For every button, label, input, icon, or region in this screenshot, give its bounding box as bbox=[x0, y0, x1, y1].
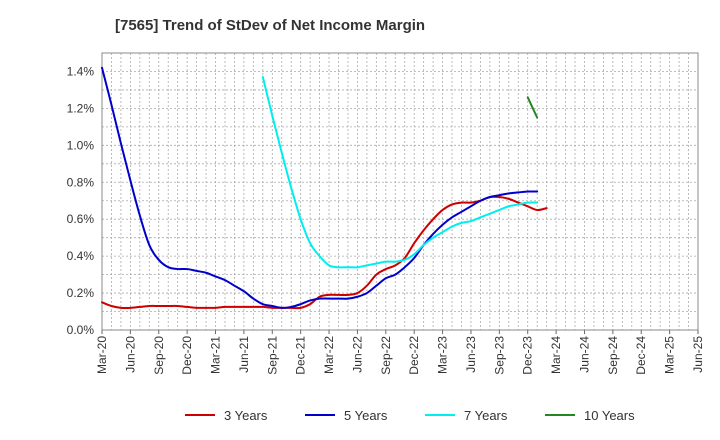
x-tick-label: Mar-20 bbox=[95, 336, 109, 374]
x-axis-ticks: Mar-20 Jun-20 Sep-20 Dec-20 Mar-21 Jun-21 Sep-… bbox=[95, 336, 705, 375]
y-tick-label: 1.4% bbox=[67, 64, 95, 78]
x-tick-label: Dec-22 bbox=[407, 336, 421, 375]
x-tick-label: Jun-25 bbox=[691, 336, 705, 373]
x-tick-label: Jun-24 bbox=[577, 336, 591, 373]
series-line-3-years bbox=[101, 195, 548, 310]
x-tick-label: Dec-21 bbox=[294, 336, 308, 375]
x-tick-label: Dec-20 bbox=[180, 336, 194, 375]
x-tick-label: Mar-25 bbox=[663, 336, 677, 374]
series-line-5-years bbox=[101, 66, 539, 309]
y-tick-label: 0.2% bbox=[67, 286, 95, 300]
x-tick-label: Mar-24 bbox=[549, 336, 563, 374]
series-lines bbox=[101, 66, 548, 310]
y-tick-label: 1.2% bbox=[67, 101, 95, 115]
plot-border bbox=[101, 52, 699, 331]
x-tick-label: Dec-24 bbox=[634, 336, 648, 375]
y-tick-label: 0.8% bbox=[67, 175, 95, 189]
legend-label-10-years: 10 Years bbox=[584, 408, 635, 423]
plot-area bbox=[102, 53, 698, 330]
y-tick-label: 0.6% bbox=[67, 212, 95, 226]
x-tick-label: Sep-24 bbox=[606, 336, 620, 375]
series-line-7-years bbox=[261, 76, 539, 269]
x-tick-label: Mar-22 bbox=[322, 336, 336, 374]
x-tick-label: Jun-22 bbox=[350, 336, 364, 373]
axes bbox=[101, 52, 699, 334]
y-tick-label: 0.0% bbox=[67, 323, 95, 337]
legend-label-3-years: 3 Years bbox=[224, 408, 268, 423]
legend-label-7-years: 7 Years bbox=[464, 408, 508, 423]
x-tick-label: Jun-21 bbox=[237, 336, 251, 373]
chart-title: [7565] Trend of StDev of Net Income Marg… bbox=[115, 17, 425, 34]
x-tick-label: Jun-23 bbox=[464, 336, 478, 373]
x-tick-label: Jun-20 bbox=[123, 336, 137, 373]
x-tick-label: Mar-23 bbox=[436, 336, 450, 374]
x-tick-label: Sep-20 bbox=[152, 336, 166, 375]
x-tick-label: Sep-22 bbox=[379, 336, 393, 375]
y-axis-ticks: 0.0% 0.2% 0.4% 0.6% 0.8% 1.0% 1.2% 1.4% bbox=[67, 64, 95, 337]
legend-label-5-years: 5 Years bbox=[344, 408, 388, 423]
x-tick-label: Mar-21 bbox=[209, 336, 223, 374]
legend: 3 Years 5 Years 7 Years 10 Years bbox=[185, 408, 635, 423]
series-line-10-years bbox=[526, 96, 539, 119]
x-tick-label: Sep-21 bbox=[265, 336, 279, 375]
x-tick-label: Sep-23 bbox=[492, 336, 506, 375]
x-tick-label: Dec-23 bbox=[521, 336, 535, 375]
y-tick-label: 1.0% bbox=[67, 138, 95, 152]
y-tick-label: 0.4% bbox=[67, 249, 95, 263]
